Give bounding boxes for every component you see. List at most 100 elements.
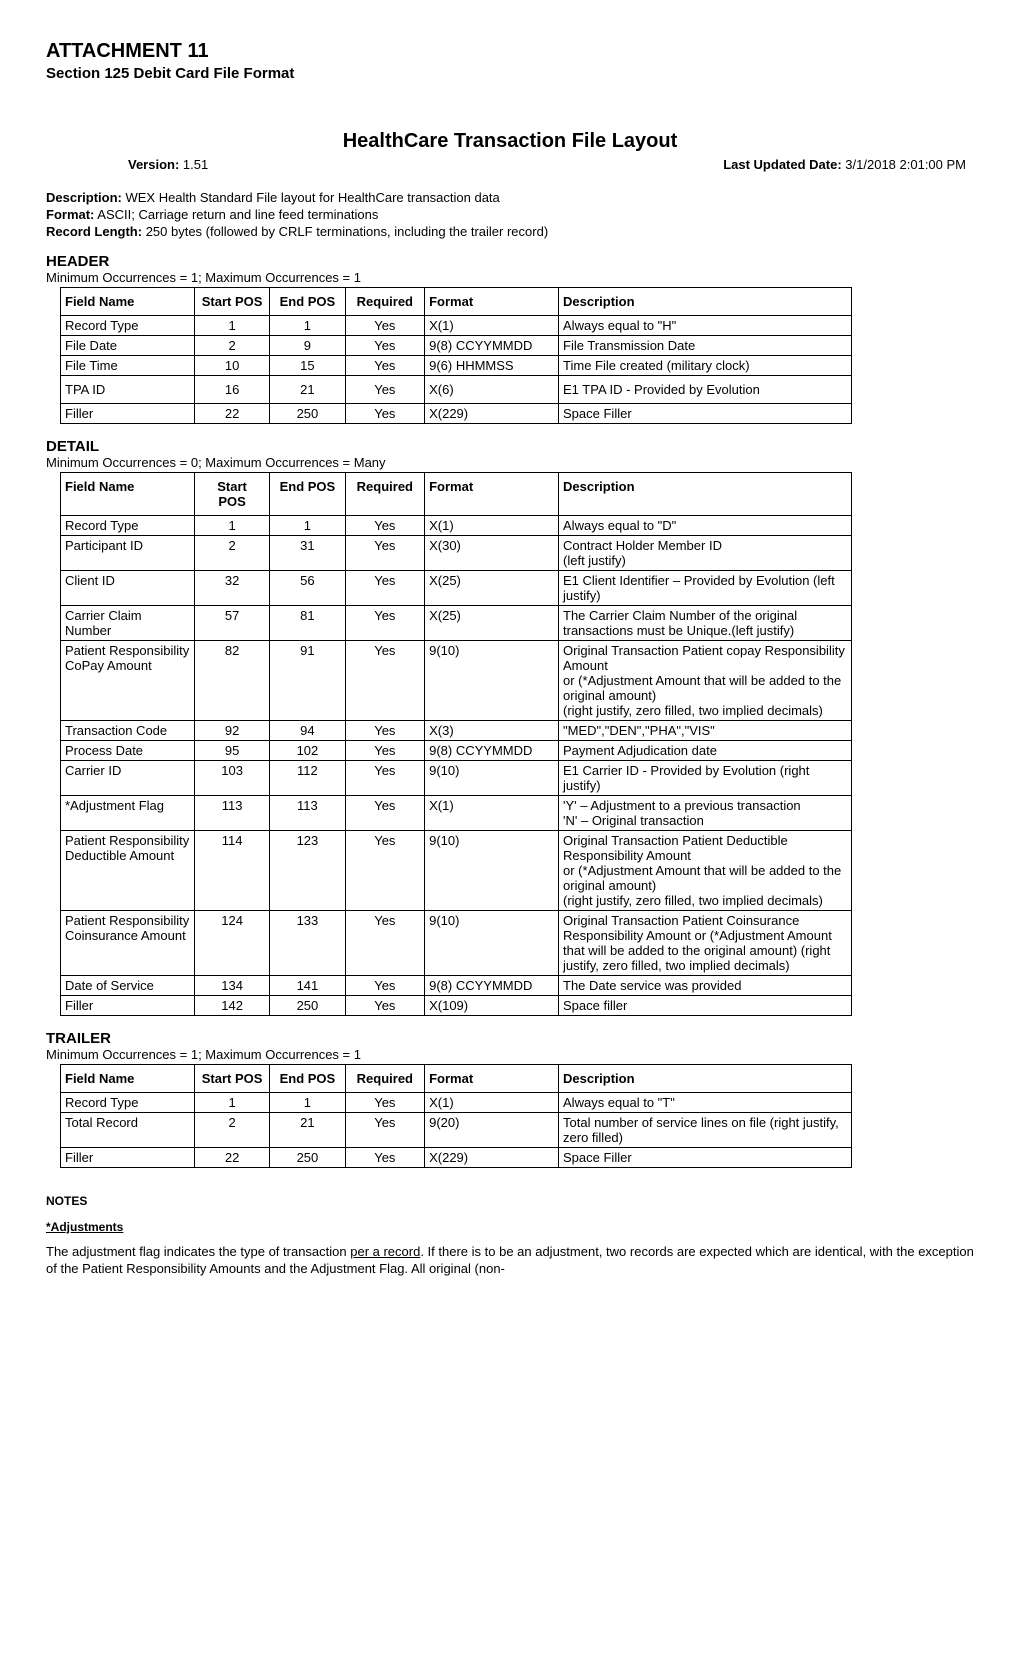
cell-fm: 9(10) — [425, 641, 559, 721]
cell-ep: 250 — [270, 404, 345, 424]
cell-sp: 22 — [194, 1148, 269, 1168]
cell-fm: 9(20) — [425, 1113, 559, 1148]
table-row: Record Type11YesX(1)Always equal to "T" — [61, 1093, 852, 1113]
table-row: Record Type11YesX(1)Always equal to "D" — [61, 516, 852, 536]
table-row: Total Record221Yes9(20)Total number of s… — [61, 1113, 852, 1148]
col-description: Description — [559, 1065, 852, 1093]
trailer-table: Field Name Start POS End POS Required Fo… — [60, 1064, 852, 1168]
col-format: Format — [425, 288, 559, 316]
col-format: Format — [425, 1065, 559, 1093]
description-value: WEX Health Standard File layout for Heal… — [125, 190, 499, 205]
version-row: Version: 1.51 Last Updated Date: 3/1/201… — [46, 157, 974, 172]
cell-de: Contract Holder Member ID (left justify) — [559, 536, 852, 571]
table-row: File Time1015Yes9(6) HHMMSSTime File cre… — [61, 356, 852, 376]
version-value: 1.51 — [183, 157, 208, 172]
table-head-row: Field Name Start POS End POS Required Fo… — [61, 473, 852, 516]
cell-ep: 123 — [270, 831, 345, 911]
cell-rq: Yes — [345, 641, 425, 721]
table-row: Patient Responsibility CoPay Amount8291Y… — [61, 641, 852, 721]
attachment-subtitle: Section 125 Debit Card File Format — [46, 65, 974, 82]
cell-rq: Yes — [345, 1148, 425, 1168]
cell-ep: 94 — [270, 721, 345, 741]
cell-sp: 134 — [194, 976, 269, 996]
table-row: Carrier ID103112Yes9(10)E1 Carrier ID - … — [61, 761, 852, 796]
cell-ep: 133 — [270, 911, 345, 976]
cell-de: E1 Client Identifier – Provided by Evolu… — [559, 571, 852, 606]
table-row: Carrier Claim Number5781YesX(25)The Carr… — [61, 606, 852, 641]
updated-label: Last Updated Date: — [723, 157, 841, 172]
cell-rq: Yes — [345, 571, 425, 606]
cell-fm: 9(10) — [425, 761, 559, 796]
cell-ep: 21 — [270, 1113, 345, 1148]
cell-fn: Record Type — [61, 1093, 195, 1113]
cell-sp: 32 — [194, 571, 269, 606]
attachment-title: ATTACHMENT 11 — [46, 40, 974, 63]
col-required: Required — [345, 1065, 425, 1093]
cell-fm: X(1) — [425, 316, 559, 336]
cell-fm: X(6) — [425, 376, 559, 404]
cell-de: The Date service was provided — [559, 976, 852, 996]
col-start-pos: Start POS — [194, 1065, 269, 1093]
table-row: Participant ID231YesX(30)Contract Holder… — [61, 536, 852, 571]
cell-fn: Record Type — [61, 316, 195, 336]
cell-ep: 250 — [270, 996, 345, 1016]
cell-sp: 2 — [194, 336, 269, 356]
cell-sp: 113 — [194, 796, 269, 831]
col-end-pos: End POS — [270, 288, 345, 316]
cell-de: Original Transaction Patient Deductible … — [559, 831, 852, 911]
version-field: Version: 1.51 — [128, 157, 208, 172]
cell-sp: 114 — [194, 831, 269, 911]
col-start-pos: Start POS — [194, 288, 269, 316]
detail-occ: Minimum Occurrences = 0; Maximum Occurre… — [46, 455, 974, 470]
cell-sp: 1 — [194, 1093, 269, 1113]
cell-ep: 1 — [270, 1093, 345, 1113]
cell-fn: Carrier ID — [61, 761, 195, 796]
cell-de: The Carrier Claim Number of the original… — [559, 606, 852, 641]
col-required: Required — [345, 288, 425, 316]
detail-section-label: DETAIL — [46, 438, 974, 455]
cell-fn: TPA ID — [61, 376, 195, 404]
cell-sp: 57 — [194, 606, 269, 641]
cell-de: Space Filler — [559, 1148, 852, 1168]
cell-rq: Yes — [345, 316, 425, 336]
table-row: *Adjustment Flag113113YesX(1)'Y' – Adjus… — [61, 796, 852, 831]
header-table: Field Name Start POS End POS Required Fo… — [60, 287, 852, 424]
cell-sp: 95 — [194, 741, 269, 761]
table-row: Client ID3256YesX(25)E1 Client Identifie… — [61, 571, 852, 606]
col-field-name: Field Name — [61, 288, 195, 316]
trailer-section-label: TRAILER — [46, 1030, 974, 1047]
cell-de: Always equal to "D" — [559, 516, 852, 536]
detail-table: Field Name Start POS End POS Required Fo… — [60, 472, 852, 1016]
cell-fm: X(3) — [425, 721, 559, 741]
cell-fm: X(25) — [425, 606, 559, 641]
cell-sp: 1 — [194, 516, 269, 536]
notes-para-under: per a record — [350, 1244, 420, 1259]
cell-de: Original Transaction Patient copay Respo… — [559, 641, 852, 721]
cell-rq: Yes — [345, 336, 425, 356]
record-length-line: Record Length: 250 bytes (followed by CR… — [46, 224, 974, 239]
cell-fn: File Time — [61, 356, 195, 376]
table-row: Filler22250YesX(229)Space Filler — [61, 404, 852, 424]
cell-de: 'Y' – Adjustment to a previous transacti… — [559, 796, 852, 831]
cell-rq: Yes — [345, 911, 425, 976]
cell-rq: Yes — [345, 831, 425, 911]
cell-sp: 22 — [194, 404, 269, 424]
cell-de: Space filler — [559, 996, 852, 1016]
description-label: Description: — [46, 190, 122, 205]
cell-fm: 9(6) HHMMSS — [425, 356, 559, 376]
cell-ep: 91 — [270, 641, 345, 721]
record-length-value: 250 bytes (followed by CRLF terminations… — [146, 224, 548, 239]
cell-rq: Yes — [345, 1093, 425, 1113]
col-required: Required — [345, 473, 425, 516]
cell-fm: 9(8) CCYYMMDD — [425, 741, 559, 761]
cell-fm: X(229) — [425, 1148, 559, 1168]
cell-rq: Yes — [345, 516, 425, 536]
cell-ep: 1 — [270, 516, 345, 536]
cell-sp: 2 — [194, 536, 269, 571]
cell-ep: 31 — [270, 536, 345, 571]
cell-fn: Participant ID — [61, 536, 195, 571]
table-row: Record Type11YesX(1)Always equal to "H" — [61, 316, 852, 336]
col-start-pos: Start POS — [194, 473, 269, 516]
cell-rq: Yes — [345, 356, 425, 376]
cell-rq: Yes — [345, 796, 425, 831]
